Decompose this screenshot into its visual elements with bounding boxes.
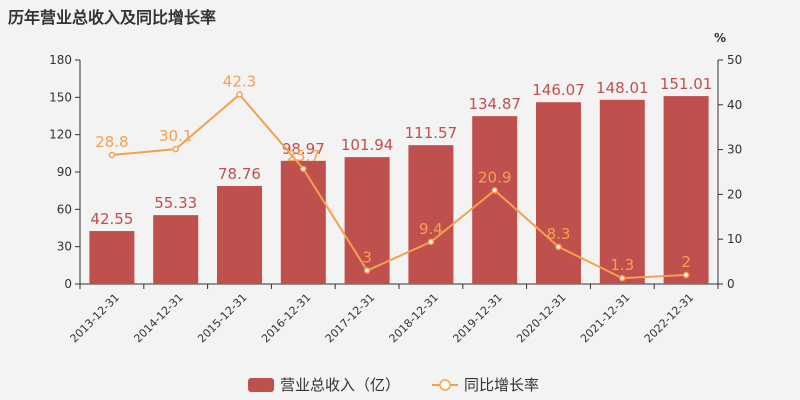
bar (599, 99, 645, 284)
y-right-tick-label: 0 (727, 277, 735, 291)
line-series (108, 91, 690, 282)
bar (472, 116, 518, 285)
x-tick-label: 2016-12-31 (259, 291, 313, 345)
line-value-label: 25.7 (287, 147, 320, 165)
y-right-tick-label: 30 (727, 143, 742, 157)
bar-value-label: 111.57 (405, 124, 458, 142)
line-point (682, 271, 690, 279)
line-value-label: 3 (362, 249, 372, 267)
bar-value-label: 101.94 (341, 136, 394, 154)
legend-line-marker (439, 379, 451, 391)
y-left-tick-label: 0 (64, 277, 72, 291)
x-tick-label: 2014-12-31 (131, 291, 185, 345)
bar (663, 96, 709, 284)
y-left-tick-label: 30 (57, 240, 72, 254)
bar-value-label: 134.87 (468, 95, 521, 113)
chart-title: 历年营业总收入及同比增长率 (8, 8, 217, 27)
bar (408, 145, 454, 284)
x-tick-label: 2018-12-31 (387, 291, 441, 345)
line-point (491, 187, 498, 194)
line-value-label: 8.3 (547, 225, 571, 243)
y-left-tick-label: 90 (57, 165, 72, 179)
bar (153, 215, 199, 284)
line-labels: 28.8 30.1 42.3 25.7 3 9.4 20.9 8.3 1.3 2 (95, 72, 691, 274)
y-right-tick-label: 50 (727, 53, 742, 67)
line-point (619, 274, 626, 282)
line-point (300, 165, 307, 173)
legend-bar-swatch (248, 378, 274, 392)
bar-value-label: 151.01 (660, 75, 713, 93)
bar-value-label: 148.01 (596, 79, 649, 97)
x-tick-label: 2013-12-31 (68, 291, 122, 345)
line-path (111, 93, 687, 280)
line-value-label: 28.8 (95, 133, 128, 151)
y-left-tick-label: 150 (49, 90, 72, 104)
bar (280, 160, 326, 284)
legend-bar-label: 营业总收入（亿） (280, 376, 400, 394)
bar-value-label: 146.07 (532, 81, 585, 99)
line-value-label: 2 (681, 253, 691, 271)
legend-line-label: 同比增长率 (464, 376, 539, 394)
y-right-tick-label: 40 (727, 98, 742, 112)
line-value-label: 42.3 (223, 72, 256, 90)
y-left-tick-label: 120 (49, 128, 72, 142)
legend: 营业总收入（亿） 同比增长率 (248, 376, 539, 394)
x-tick-label: 2021-12-31 (578, 291, 632, 345)
y-right-tick-label: 10 (727, 232, 742, 246)
bar (536, 102, 581, 284)
x-tick-label: 2022-12-31 (642, 291, 696, 345)
line-point (236, 91, 243, 98)
line-value-label: 9.4 (419, 220, 443, 238)
bar-labels: 42.55 55.33 78.76 98.97 101.94 111.57 134.87 14… (90, 75, 712, 228)
line-value-label: 30.1 (159, 127, 192, 145)
line-point (427, 238, 435, 246)
bar-value-label: 78.76 (218, 165, 261, 183)
x-tick-label: 2015-12-31 (195, 291, 249, 345)
line-point (108, 151, 116, 159)
line-point (172, 145, 179, 153)
bar-value-label: 98.97 (282, 140, 325, 158)
line-value-label: 20.9 (478, 168, 511, 186)
bar (89, 231, 135, 284)
line-point (363, 267, 371, 274)
bar-value-label: 55.33 (154, 194, 197, 212)
line-value-label: 1.3 (610, 256, 634, 274)
y-right-unit: % (714, 31, 726, 45)
y-right-tick-label: 20 (727, 187, 742, 201)
y-left-tick-label: 180 (49, 53, 72, 67)
bar-value-label: 42.55 (90, 210, 133, 228)
y-left-tick-label: 60 (57, 202, 72, 216)
x-tick-label: 2020-12-31 (514, 291, 568, 345)
x-tick-label: 2019-12-31 (450, 291, 504, 345)
x-tick-label: 2017-12-31 (323, 291, 377, 345)
bar (217, 185, 262, 284)
line-point (555, 243, 562, 251)
